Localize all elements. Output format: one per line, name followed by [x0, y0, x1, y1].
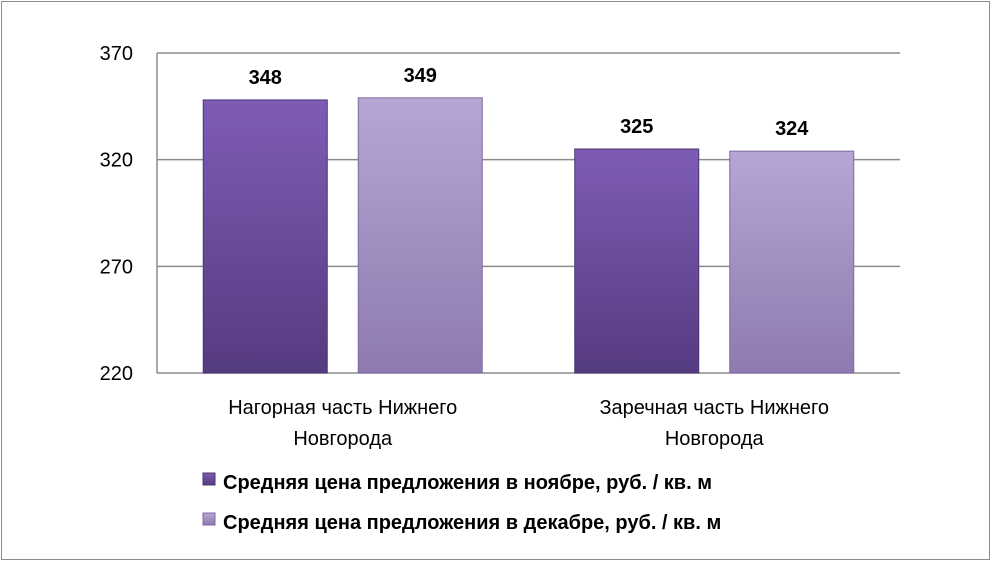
y-tick-label: 270 [100, 256, 133, 278]
legend: Средняя цена предложения в ноябре, руб. … [202, 472, 721, 534]
y-tick-label: 370 [100, 43, 133, 65]
bar [357, 97, 483, 374]
bar [574, 148, 700, 374]
data-label: 324 [775, 118, 809, 140]
data-label: 349 [404, 65, 437, 87]
bar [729, 150, 855, 374]
y-tick-label: 320 [100, 150, 133, 172]
legend-label: Средняя цена предложения в декабре, руб.… [223, 512, 721, 534]
data-label: 325 [620, 116, 653, 138]
bar [202, 99, 328, 374]
bars [202, 97, 855, 374]
legend-swatch [202, 472, 216, 486]
y-tick-label: 220 [100, 363, 133, 385]
x-category-label: Новгорода [665, 428, 765, 450]
labels: 220 270 320 370 348 349 Нагорная часть Нижнего… [100, 43, 829, 450]
legend-label: Средняя цена предложения в ноябре, руб. … [223, 472, 712, 494]
x-category-label: Заречная часть Нижнего [599, 397, 829, 419]
x-category-label: Новгорода [293, 428, 393, 450]
data-label: 348 [249, 67, 282, 89]
x-category-label: Нагорная часть Нижнего [228, 397, 457, 419]
legend-swatch [202, 512, 216, 526]
